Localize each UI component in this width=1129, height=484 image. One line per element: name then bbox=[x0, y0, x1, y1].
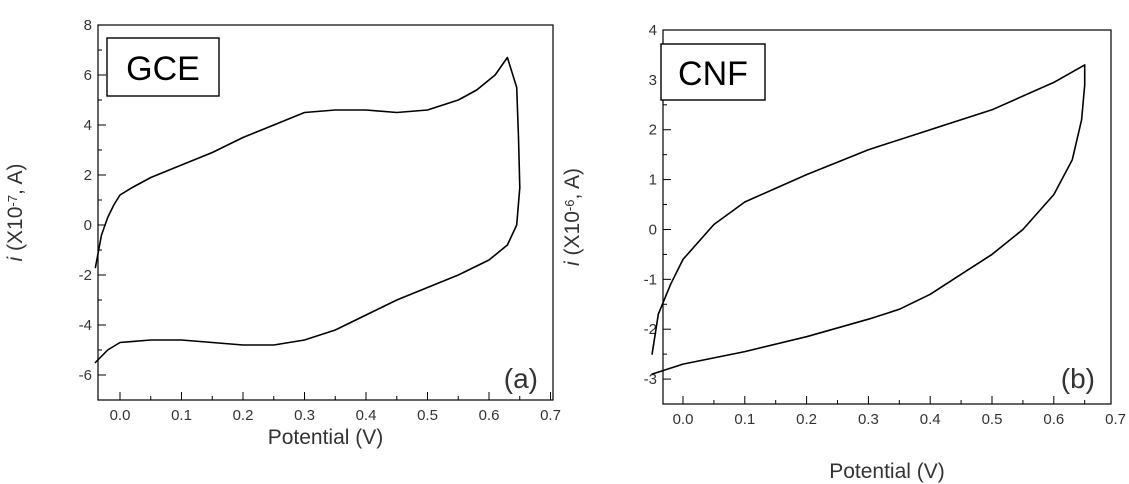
panel-a-inset-box bbox=[106, 37, 220, 97]
panel-b-ylabel-symbol: i bbox=[561, 260, 584, 266]
panel-a-xtick-label: 0.1 bbox=[171, 407, 192, 424]
panel-b-tag: (b) bbox=[1061, 363, 1095, 394]
panel-a-ylabel-exponent: -7 bbox=[5, 195, 20, 207]
panel-a-inset-label: GCE bbox=[126, 50, 200, 88]
panel-b-xlabel: Potential (V) bbox=[829, 460, 945, 483]
panel-b-ytick-label: 2 bbox=[649, 122, 657, 139]
panel-a-series-line bbox=[94, 56, 521, 364]
panel-a-ylabel-suffix: , A) bbox=[4, 164, 27, 196]
panel-a-ytick-label: 0 bbox=[84, 217, 92, 234]
panel-a-ytick-label: -6 bbox=[79, 367, 92, 384]
panel-a-ylabel-symbol: i bbox=[4, 255, 27, 261]
panel-b-ytick-label: -2 bbox=[644, 321, 657, 338]
panel-b-ytick-label: -1 bbox=[644, 271, 657, 288]
panel-a-xlabel: Potential (V) bbox=[268, 426, 384, 449]
panel-a-ytick-label: 8 bbox=[84, 17, 92, 34]
panel-a-xtick-label: 0.3 bbox=[294, 407, 315, 424]
panel-a-ytick-label: -4 bbox=[79, 317, 92, 334]
panel-a-ytick-label: 4 bbox=[84, 117, 92, 134]
panel-b-xtick-label: 0.7 bbox=[1105, 411, 1126, 428]
panel-b-ytick-label: 0 bbox=[649, 221, 657, 238]
panel-b-plot: 0.0 0.1 0.2 0.3 0.4 0.5 0.6 0.7 -3 -2 -1 0 1 2 3 4 Poten… bbox=[561, 22, 1126, 483]
panel-b-frame bbox=[662, 29, 1112, 405]
panel-a-ytick-label: -2 bbox=[79, 267, 92, 284]
panel-a-xtick-label: 0.4 bbox=[356, 407, 377, 424]
panel-b-inset-label: CNF bbox=[678, 55, 748, 93]
panel-b-ylabel-suffix: , A) bbox=[561, 168, 584, 200]
panel-b-ytick-label: 3 bbox=[649, 72, 657, 89]
panel-a-ylabel-prefix: (X10 bbox=[4, 207, 27, 257]
panel-a-frame bbox=[97, 24, 554, 401]
panel-a-tag: (a) bbox=[504, 363, 538, 394]
panel-a-xtick-label: 0.0 bbox=[110, 407, 131, 424]
panel-a-ytick-label: 2 bbox=[84, 167, 92, 184]
panel-a-ytick-label: 6 bbox=[84, 67, 92, 84]
panel-a-xtick-label: 0.6 bbox=[479, 407, 500, 424]
panel-b-inset-box bbox=[660, 43, 766, 101]
panel-b-xtick-label: 0.1 bbox=[734, 411, 755, 428]
panel-b-ylabel-exponent: -6 bbox=[562, 200, 577, 212]
panel-b-xtick-label: 0.6 bbox=[1043, 411, 1064, 428]
panel-b-xtick-label: 0.5 bbox=[982, 411, 1003, 428]
panel-a-xtick-label: 0.7 bbox=[540, 407, 561, 424]
panel-b-ytick-label: -3 bbox=[644, 371, 657, 388]
panel-b-xtick-label: 0.2 bbox=[796, 411, 817, 428]
panel-b-ytick-label: 4 bbox=[649, 22, 657, 39]
panel-a-xtick-label: 0.5 bbox=[417, 407, 438, 424]
panel-b-ylabel-prefix: (X10 bbox=[561, 211, 584, 261]
panel-a-plot: 0.0 0.1 0.2 0.3 0.4 0.5 0.6 0.7 -6 -4 -2 0 2 4 6 8 Poten… bbox=[4, 17, 561, 449]
panel-b-ytick-label: 1 bbox=[649, 172, 657, 189]
panel-a-ylabel: i (X10-7, A) bbox=[4, 164, 27, 262]
panel-b-xtick-label: 0.4 bbox=[920, 411, 941, 428]
panel-b-ylabel: i (X10-6, A) bbox=[561, 168, 584, 266]
panel-a-xtick-label: 0.2 bbox=[233, 407, 254, 424]
panel-b-xtick-label: 0.3 bbox=[858, 411, 879, 428]
panel-b-xtick-label: 0.0 bbox=[673, 411, 694, 428]
panel-b-series-line bbox=[651, 64, 1086, 375]
